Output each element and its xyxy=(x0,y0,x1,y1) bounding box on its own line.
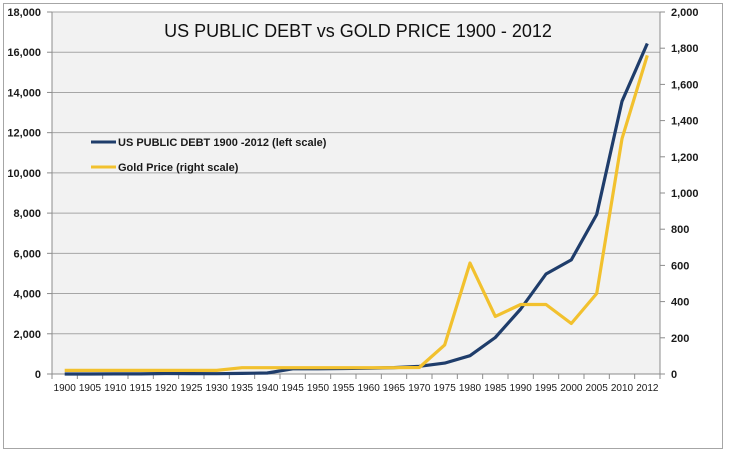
x-tick-label: 1905 xyxy=(79,383,102,394)
x-tick-label: 1960 xyxy=(358,383,381,394)
x-tick-label: 1940 xyxy=(256,383,279,394)
left-tick-label: 12,000 xyxy=(7,128,41,140)
right-tick-label: 400 xyxy=(671,297,689,309)
series-group xyxy=(64,42,649,376)
x-tick-label: 1995 xyxy=(535,383,558,394)
x-tick-label: 1930 xyxy=(206,383,229,394)
x-tick-label: 1990 xyxy=(510,383,533,394)
x-tick-label: 2000 xyxy=(560,383,583,394)
legend-label-debt: US PUBLIC DEBT 1900 -2012 (left scale) xyxy=(118,137,327,149)
x-tick-label: 1925 xyxy=(180,383,203,394)
x-tick-label: 2005 xyxy=(586,383,609,394)
left-tick-label: 16,000 xyxy=(7,47,41,59)
x-tick-label: 1980 xyxy=(459,383,482,394)
right-tick-label: 600 xyxy=(671,260,689,272)
x-tick-label: 1970 xyxy=(408,383,431,394)
right-tick-label: 800 xyxy=(671,224,689,236)
legend: US PUBLIC DEBT 1900 -2012 (left scale) G… xyxy=(91,137,327,174)
x-tick-label: 1935 xyxy=(231,383,254,394)
x-tick-label: 1950 xyxy=(307,383,330,394)
right-tick-label: 1,600 xyxy=(671,79,699,91)
x-tick-label: 1955 xyxy=(332,383,355,394)
left-tick-label: 2,000 xyxy=(13,329,41,341)
left-tick-label: 18,000 xyxy=(7,7,41,19)
right-tick-label: 200 xyxy=(671,333,689,345)
right-tick-label: 1,400 xyxy=(671,116,699,128)
x-tick-label: 1965 xyxy=(383,383,406,394)
right-tick-label: 0 xyxy=(671,369,677,381)
left-tick-label: 6,000 xyxy=(13,248,41,260)
x-tick-label: 1910 xyxy=(104,383,127,394)
right-tick-label: 1,200 xyxy=(671,152,699,164)
series-line-gold xyxy=(64,54,649,372)
x-tick-label: 2012 xyxy=(636,383,659,394)
x-tick-label: 2010 xyxy=(611,383,634,394)
x-tick-label: 1975 xyxy=(434,383,457,394)
x-tick-label: 1915 xyxy=(130,383,153,394)
chart-title: US PUBLIC DEBT vs GOLD PRICE 1900 - 2012 xyxy=(164,21,552,41)
left-axis: 0 2,000 4,000 6,000 8,000 10,000 12,000 14,000 1… xyxy=(7,7,52,381)
left-tick-label: 14,000 xyxy=(7,87,41,99)
left-tick-label: 0 xyxy=(35,369,41,381)
x-tick-label: 1945 xyxy=(282,383,305,394)
left-tick-label: 10,000 xyxy=(7,168,41,180)
x-tick-label: 1920 xyxy=(155,383,178,394)
left-tick-label: 4,000 xyxy=(13,289,41,301)
right-tick-label: 2,000 xyxy=(671,7,699,19)
right-axis: 0 200 400 600 800 1,000 1,200 1,400 1,600 1,800 2,… xyxy=(660,7,699,381)
right-tick-label: 1,000 xyxy=(671,188,699,200)
x-tick-label: 1985 xyxy=(484,383,507,394)
x-axis: 1900 1905 1910 1915 1920 1925 1930 1935 1940 1945… xyxy=(51,374,661,394)
x-tick-label: 1900 xyxy=(54,383,77,394)
gridlines xyxy=(52,11,660,335)
right-tick-label: 1,800 xyxy=(671,43,699,55)
legend-label-gold: Gold Price (right scale) xyxy=(118,162,239,174)
left-tick-label: 8,000 xyxy=(13,208,41,220)
